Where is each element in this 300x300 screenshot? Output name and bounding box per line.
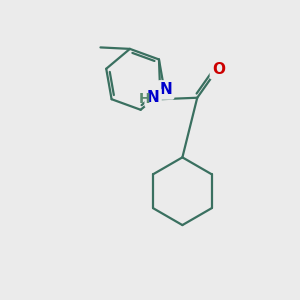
Text: O: O bbox=[212, 62, 225, 77]
Text: N: N bbox=[159, 82, 172, 98]
Text: H: H bbox=[138, 92, 150, 106]
Text: N: N bbox=[147, 90, 159, 105]
